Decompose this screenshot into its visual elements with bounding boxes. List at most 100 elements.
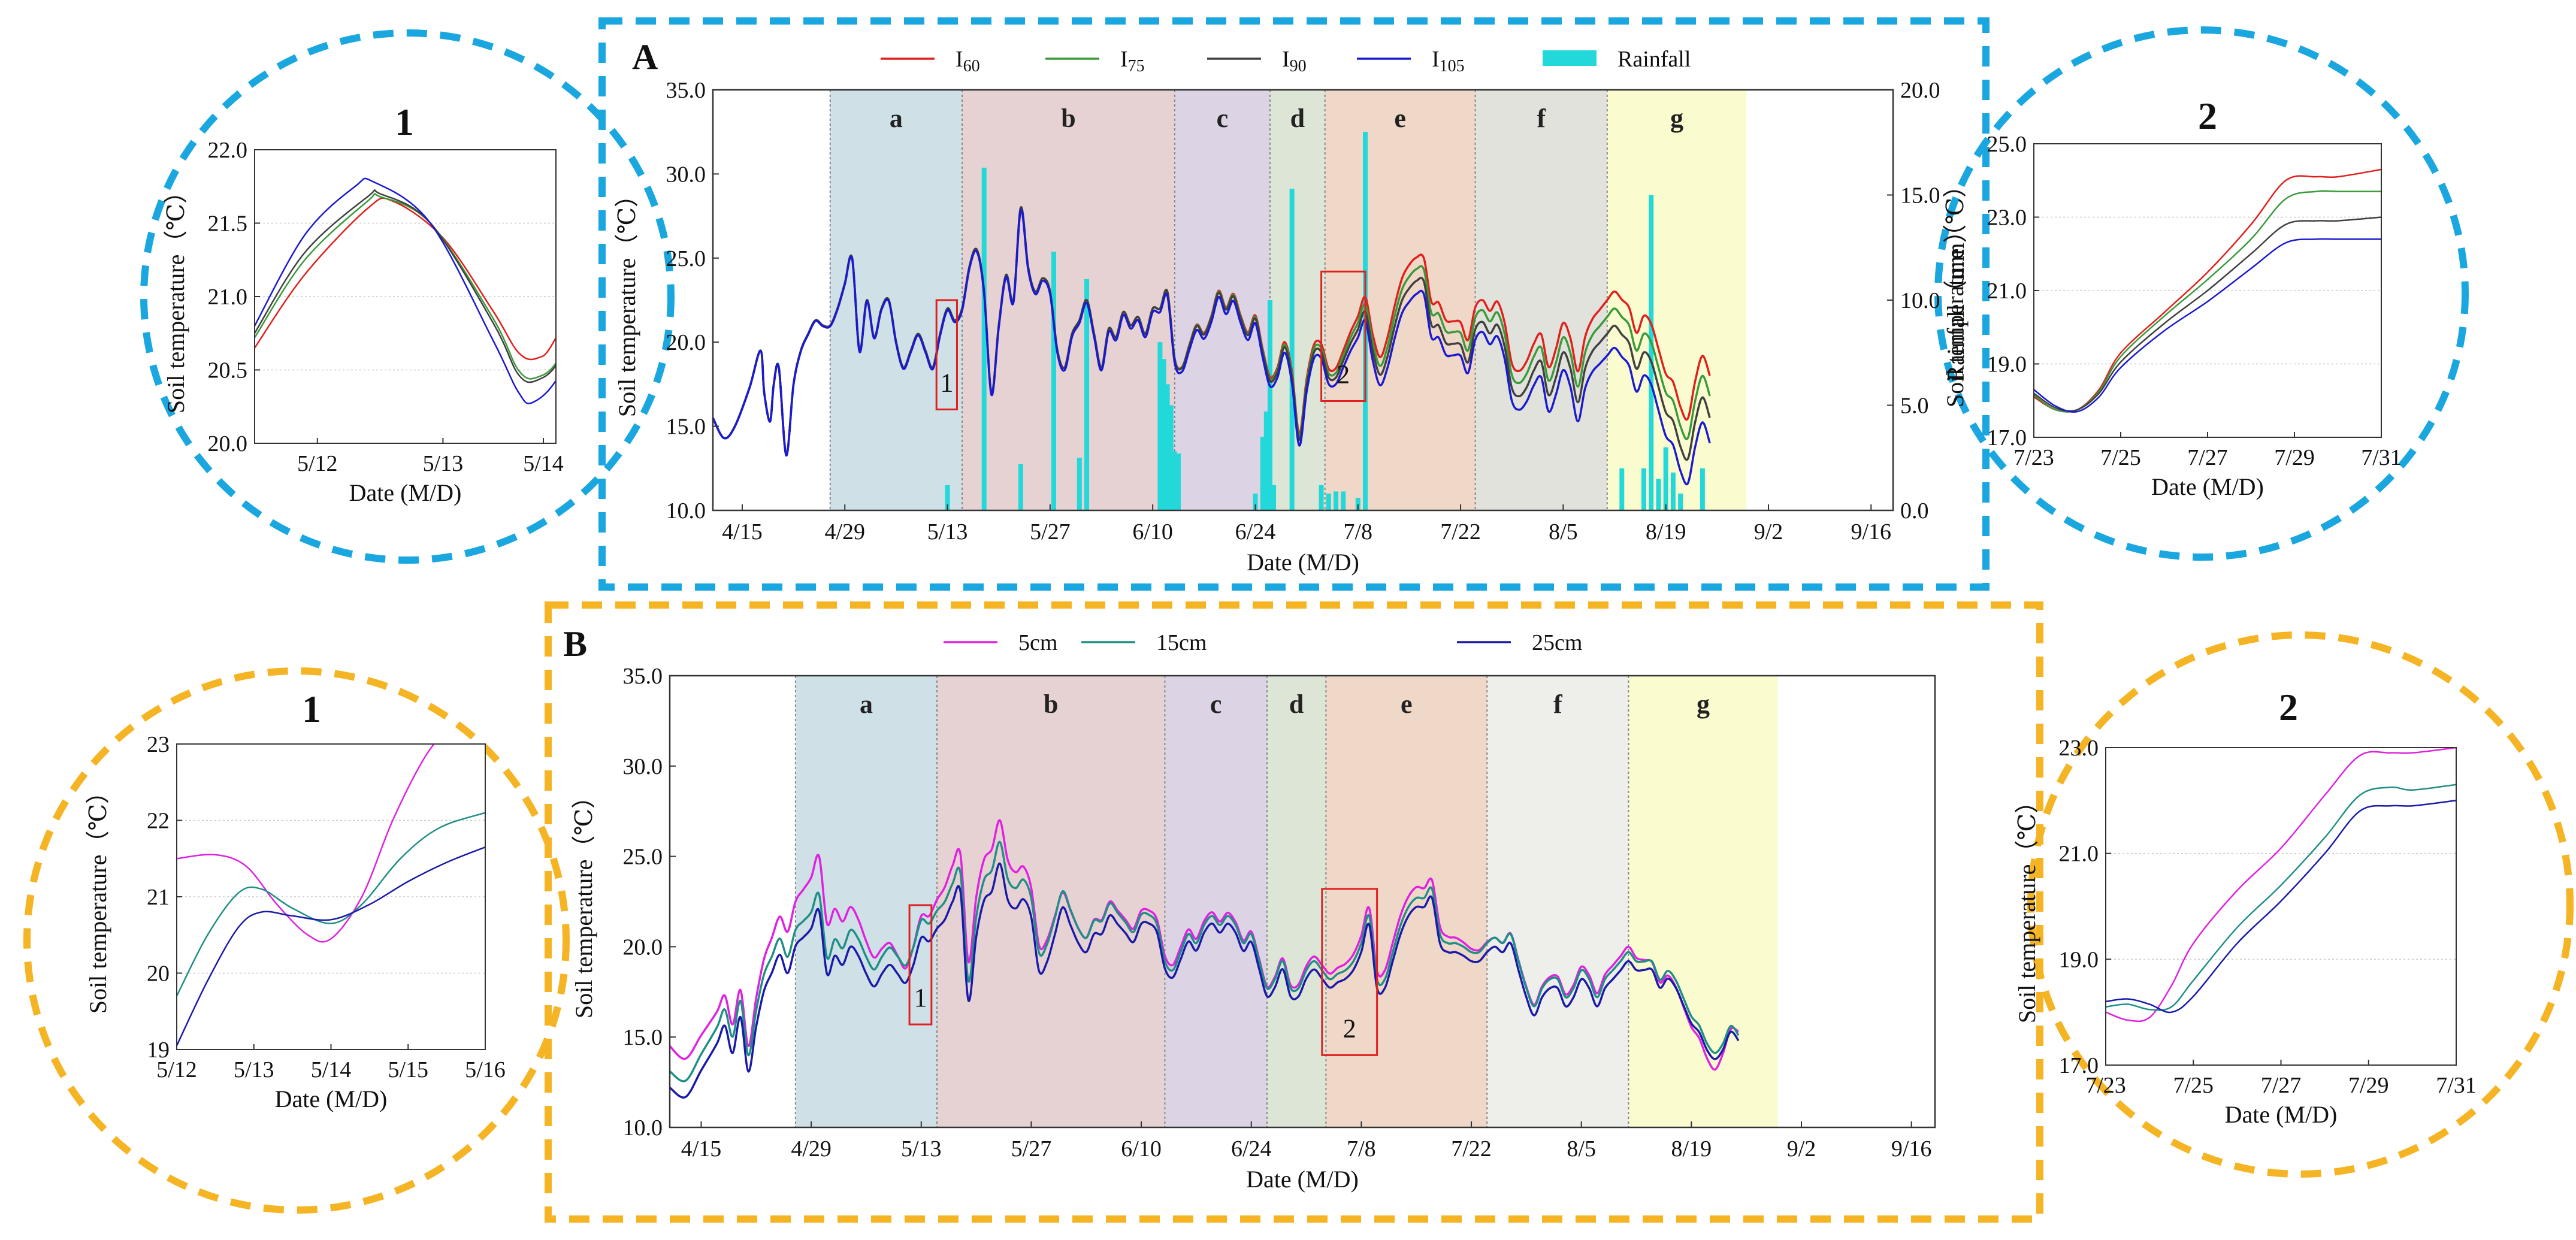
x-tick-label: 9/2: [1754, 519, 1783, 545]
series-lines: [2106, 748, 2456, 1023]
x-tick-label: 6/10: [1121, 1136, 1162, 1162]
plot-frame: [669, 675, 1936, 1129]
series-line-5cm: [177, 744, 436, 943]
series-line-I60: [255, 197, 556, 361]
series-line-25cm: [2106, 800, 2456, 1014]
series-line-I105: [712, 208, 1711, 486]
y-tick-label: 30.0: [623, 754, 663, 779]
x-tick-label: 5/12: [156, 1057, 197, 1082]
x-axis-label: Date (M/D): [2225, 1101, 2338, 1128]
y2-tick-label: 0.0: [1900, 498, 1929, 524]
x-tick-label: 7/27: [2187, 445, 2228, 470]
y2-tick-label: 10.0: [1900, 288, 1940, 313]
x-tick-label: 7/22: [1440, 519, 1481, 545]
legend-label-base: I: [1432, 47, 1440, 72]
y2-tick-label: 15.0: [1900, 183, 1940, 208]
y-tick-label: 21.0: [2059, 842, 2099, 867]
rainfall-bar: [1077, 458, 1082, 510]
x-tick-label: 4/15: [681, 1136, 722, 1162]
zoom-title: 1: [395, 101, 414, 143]
y-axis-label: Soil temperature（℃）: [2013, 790, 2040, 1023]
y-tick-label: 15.0: [666, 415, 706, 440]
y-tick-label: 17.0: [2059, 1053, 2099, 1078]
series-line-15cm: [669, 840, 1740, 1082]
legend-label-I105: I105: [1432, 47, 1465, 75]
panel-b-outline: [545, 601, 2043, 1223]
period-d: [1269, 90, 1325, 510]
x-tick-label: 5/12: [297, 451, 338, 476]
period-d: [1266, 676, 1326, 1127]
x-tick-label: 6/24: [1231, 1136, 1272, 1162]
x-tick-label: 7/31: [2436, 1073, 2477, 1098]
period-f: [1487, 676, 1629, 1127]
x-tick-label: 5/13: [423, 451, 464, 476]
x-tick-label: 5/13: [927, 519, 968, 545]
legend-label-sub: 60: [963, 57, 980, 75]
period-e: [1325, 90, 1476, 510]
rainfall-bar: [1165, 384, 1170, 510]
x-tick-label: 7/23: [2085, 1073, 2126, 1098]
zoom-title: 2: [2198, 95, 2217, 137]
x-tick-label: 7/29: [2348, 1073, 2389, 1098]
y-axis-label: Soil temperature（℃）: [1942, 174, 1969, 407]
y-tick-label: 21.0: [1987, 279, 2027, 304]
x-tick-label: 6/24: [1235, 519, 1276, 545]
period-label-c: c: [1217, 104, 1229, 133]
rainfall-bar: [1260, 437, 1265, 510]
x-tick-label: 5/15: [388, 1057, 428, 1082]
zoom-box-2: [1321, 888, 1378, 1056]
series-line-25cm: [177, 846, 485, 1047]
x-tick-label: 5/14: [523, 451, 564, 476]
x-tick-label: 7/22: [1451, 1136, 1492, 1162]
y-tick-label: 19: [147, 1038, 170, 1063]
zoom-box-label: 1: [914, 983, 927, 1012]
plot-frame: [254, 149, 557, 444]
x-tick-label: 8/5: [1549, 519, 1578, 545]
y-tick-label: 20: [147, 961, 170, 987]
y-tick-label: 20.0: [623, 934, 663, 960]
series-lines: [669, 819, 1740, 1099]
y-axis-label: Soil temperature（℃）: [613, 183, 640, 417]
period-label-a: a: [890, 104, 903, 133]
legend-swatch-rainfall: [1543, 50, 1597, 66]
series-lines: [255, 177, 556, 404]
y2-tick-label: 20.0: [1900, 78, 1940, 103]
rainfall-bar: [1084, 279, 1090, 510]
x-tick-label: 5/27: [1011, 1136, 1052, 1162]
x-tick-label: 7/8: [1347, 1136, 1376, 1162]
zoom-box-1: [935, 299, 958, 411]
rainfall-bar: [1700, 468, 1705, 510]
rainfall-bar: [1161, 359, 1166, 510]
legend-label-I75: I75: [1120, 47, 1145, 75]
x-tick-label: 8/5: [1567, 1136, 1596, 1162]
y-tick-label: 19.0: [1987, 352, 2027, 377]
period-g: [1607, 90, 1747, 510]
zoom-b2-outline: [2027, 631, 2574, 1178]
zoom-box-label: 1: [940, 368, 953, 398]
zoom-box-1: [908, 904, 933, 1026]
y-tick-label: 25.0: [666, 246, 706, 271]
x-tick-label: 5/14: [311, 1057, 352, 1082]
rainfall-bar: [945, 485, 950, 510]
zoom-panel-B2: 17.0 19.0 21.0 23.0 7/23 7/25 7/27 7/29 7/31 Date…: [2013, 686, 2477, 1128]
legend: I60 I75 I90 I105 Rainfall: [881, 47, 1691, 75]
x-tick-label: 7/27: [2261, 1073, 2302, 1098]
period-label-b: b: [1044, 689, 1058, 719]
x-tick-label: 9/16: [1851, 519, 1892, 545]
plot-area: [2106, 748, 2456, 1065]
period-label-e: e: [1401, 689, 1413, 719]
rainfall-bar: [1271, 485, 1277, 510]
zoom-a1-outline: [140, 29, 675, 564]
x-tick-label: 9/2: [1787, 1136, 1816, 1162]
zoom-panel-A1: 20.0 20.5 21.0 21.5 22.0 5/12 5/13 5/14 Date (M/…: [162, 101, 564, 506]
zoom-title: 1: [302, 688, 321, 730]
rainfall-bar: [1663, 447, 1668, 510]
rainfall-bar: [981, 167, 987, 510]
rainfall-bar: [1172, 451, 1177, 510]
y-tick-label: 25.0: [1987, 132, 2027, 157]
rainfall-bar: [1018, 464, 1023, 510]
rainfall-bar: [1656, 479, 1661, 510]
legend-label-sub: 105: [1440, 57, 1465, 75]
zoom-box-2: [1320, 270, 1366, 402]
y-tick-label: 19.0: [2059, 947, 2099, 972]
